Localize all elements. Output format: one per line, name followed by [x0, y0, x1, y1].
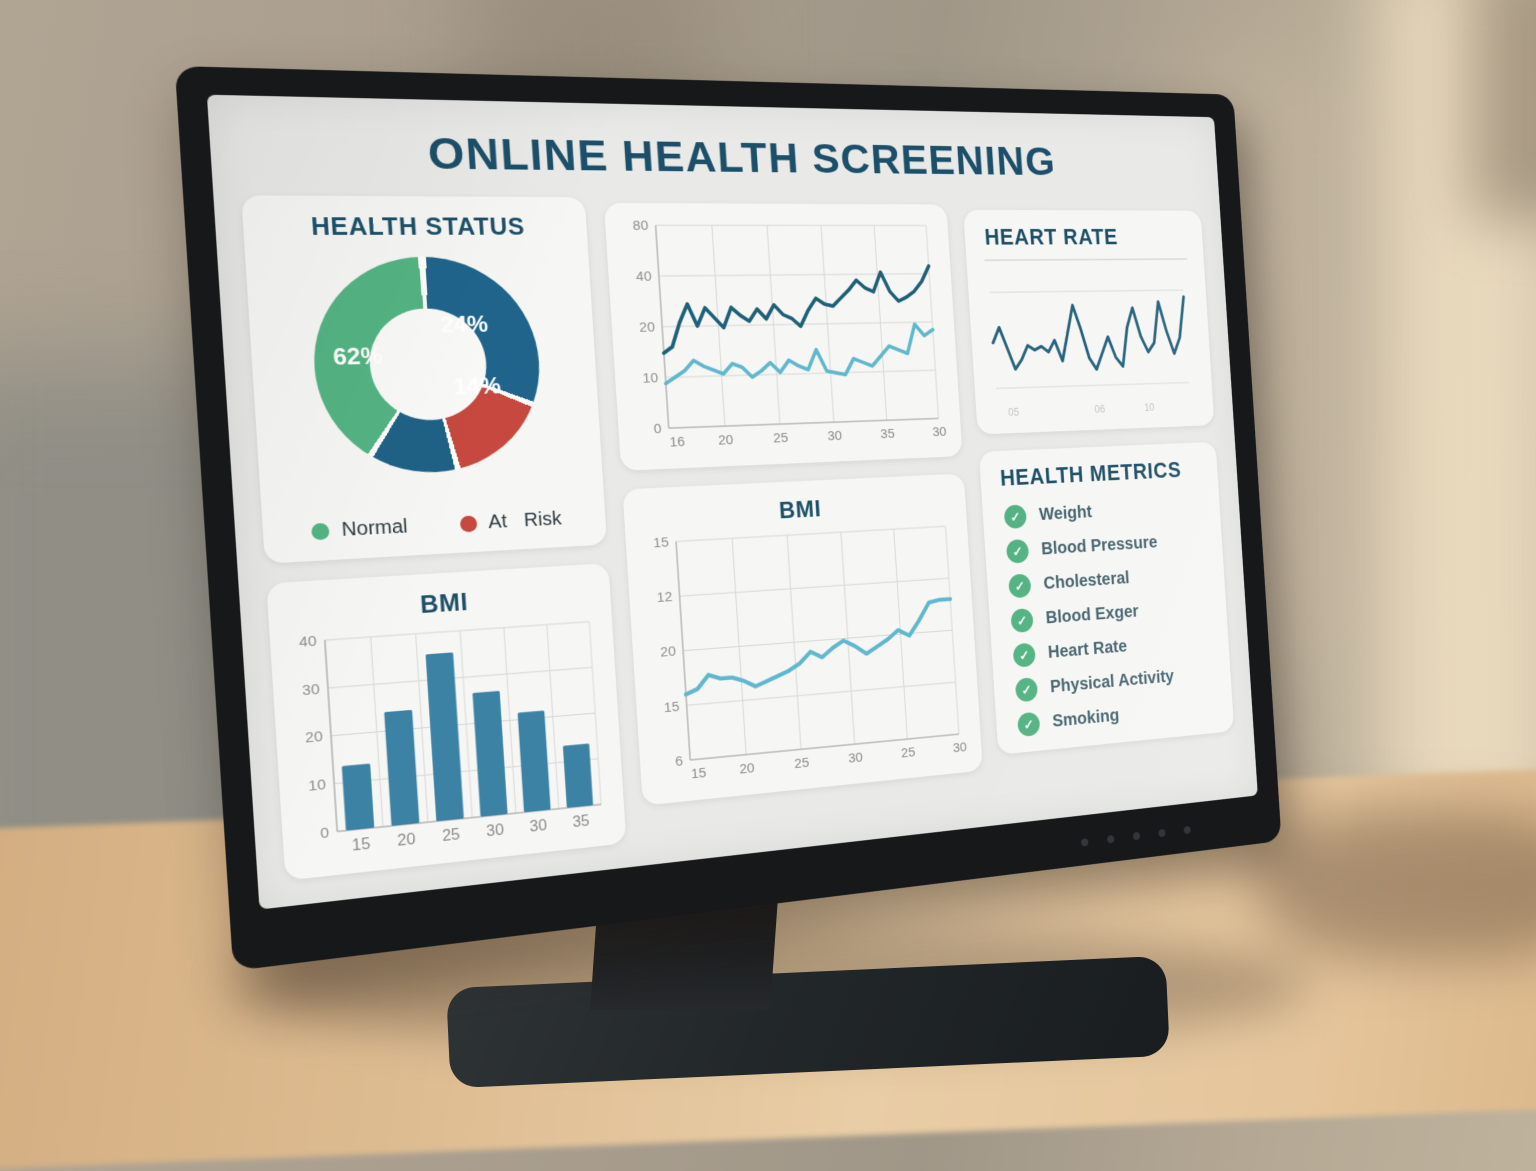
svg-text:10: 10 — [642, 371, 658, 386]
heart-rate-divider — [984, 258, 1187, 261]
heart-rate-title: HEART RATE — [984, 226, 1191, 251]
bmi-line-chart: 15 12 20 15 6 15 20 25 30 25 30 — [640, 517, 969, 791]
svg-text:20: 20 — [739, 761, 755, 777]
legend-item-normal: Normal — [311, 516, 408, 543]
donut-slice-label: 14% — [452, 373, 501, 401]
svg-text:20: 20 — [305, 730, 323, 747]
svg-text:15: 15 — [691, 766, 707, 782]
svg-text:25: 25 — [794, 756, 810, 772]
svg-text:15: 15 — [663, 699, 679, 715]
page-title: ONLINE HEALTH SCREENING — [237, 123, 1199, 186]
svg-text:16: 16 — [669, 435, 685, 450]
bezel-button — [1133, 832, 1140, 840]
health-metrics-list: ✓ Weight ✓ Blood Pressure ✓ Cholesteral ✓ Blood… — [1004, 495, 1219, 737]
donut-wrap: 62% 24% 14% — [307, 256, 545, 477]
check-icon: ✓ — [1013, 643, 1036, 668]
svg-text:15: 15 — [653, 535, 669, 551]
metric-label: Physical Activity — [1050, 667, 1175, 698]
check-icon: ✓ — [1004, 504, 1027, 529]
monitor-bezel: ONLINE HEALTH SCREENING HEALTH STATUS 62… — [175, 66, 1282, 971]
health-status-donut-chart: 62% 24% 14% — [261, 243, 589, 512]
svg-text:25: 25 — [773, 431, 789, 446]
bezel-button — [1158, 829, 1165, 837]
svg-text:30: 30 — [302, 682, 320, 699]
check-icon: ✓ — [1010, 608, 1033, 633]
svg-text:30: 30 — [827, 429, 842, 444]
check-icon: ✓ — [1008, 573, 1031, 598]
vitals-line-chart: 80 40 20 10 0 16 20 25 30 35 30 — [620, 216, 949, 457]
background-window-light — [1378, 0, 1536, 870]
check-icon: ✓ — [1006, 539, 1029, 564]
metric-label: Weight — [1038, 503, 1092, 526]
svg-text:25: 25 — [901, 745, 916, 761]
svg-text:30: 30 — [932, 425, 947, 440]
svg-text:20: 20 — [397, 831, 416, 850]
metric-item: ✓ Smoking — [1017, 695, 1218, 737]
monitor-scene: ONLINE HEALTH SCREENING HEALTH STATUS 62… — [204, 66, 1384, 971]
svg-text:20: 20 — [718, 433, 734, 448]
bezel-buttons — [1081, 826, 1191, 847]
svg-text:35: 35 — [572, 813, 590, 831]
bmi-bar-chart: 40 30 20 10 0 15 20 25 30 30 35 — [286, 610, 610, 865]
svg-text:80: 80 — [632, 219, 648, 234]
donut-legend: Normal At Risk — [279, 507, 591, 545]
metric-label: Blood Exger — [1045, 602, 1139, 629]
metric-label: Cholesteral — [1043, 569, 1130, 595]
donut-slice-label: 62% — [332, 343, 383, 371]
svg-text:15: 15 — [351, 836, 371, 855]
metric-item: ✓ Blood Pressure — [1006, 528, 1208, 563]
bezel-button — [1184, 826, 1191, 834]
svg-text:30: 30 — [486, 822, 505, 840]
check-icon: ✓ — [1017, 712, 1040, 737]
metric-label: Heart Rate — [1047, 637, 1127, 663]
health-dashboard: ONLINE HEALTH SCREENING HEALTH STATUS 62… — [207, 95, 1258, 910]
health-metrics-title: HEALTH METRICS — [999, 457, 1206, 492]
svg-text:10: 10 — [1144, 401, 1155, 413]
svg-text:40: 40 — [636, 269, 652, 284]
svg-text:12: 12 — [656, 590, 672, 606]
svg-text:20: 20 — [639, 320, 655, 335]
check-icon: ✓ — [1015, 677, 1038, 702]
bezel-button — [1081, 838, 1089, 847]
health-metrics-card: HEALTH METRICS ✓ Weight ✓ Blood Pressure ✓ Ch… — [979, 442, 1234, 755]
heart-rate-card: HEART RATE 05 06 10 — [963, 210, 1214, 435]
heart-rate-sparkline: 05 06 10 — [980, 261, 1202, 421]
legend-dot-normal — [311, 523, 330, 541]
metric-item: ✓ Physical Activity — [1015, 662, 1216, 703]
metric-label: Smoking — [1052, 706, 1120, 732]
svg-text:0: 0 — [320, 825, 330, 842]
monitor-screen: ONLINE HEALTH SCREENING HEALTH STATUS 62… — [207, 95, 1258, 910]
bezel-button — [1107, 835, 1115, 844]
legend-dot-at-risk — [459, 515, 477, 532]
legend-label-normal: Normal — [341, 516, 408, 542]
svg-text:05: 05 — [1008, 406, 1020, 419]
metric-item: ✓ Heart Rate — [1013, 628, 1214, 667]
health-status-title: HEALTH STATUS — [259, 213, 572, 242]
svg-text:30: 30 — [848, 750, 863, 766]
svg-text:10: 10 — [308, 777, 326, 795]
metric-item: ✓ Blood Exger — [1010, 595, 1211, 633]
metric-item: ✓ Weight — [1004, 495, 1206, 529]
svg-text:30: 30 — [952, 740, 967, 756]
vitals-line-chart-card: 80 40 20 10 0 16 20 25 30 35 30 — [604, 203, 963, 471]
legend-label-at-risk: At Risk — [488, 508, 563, 534]
metric-label: Blood Pressure — [1041, 533, 1158, 560]
background-window-frame — [1470, 0, 1536, 220]
donut-slice-label: 24% — [440, 311, 489, 339]
monitor-stand-base — [446, 956, 1170, 1089]
svg-text:25: 25 — [442, 827, 461, 845]
svg-text:20: 20 — [660, 645, 676, 661]
legend-item-at-risk: At Risk — [459, 508, 562, 535]
svg-text:30: 30 — [529, 817, 547, 835]
svg-text:35: 35 — [880, 427, 895, 442]
svg-text:40: 40 — [299, 634, 317, 651]
svg-text:0: 0 — [653, 422, 662, 437]
metric-item: ✓ Cholesteral — [1008, 562, 1210, 599]
svg-text:6: 6 — [675, 754, 684, 770]
health-status-card: HEALTH STATUS 62% 24% 14% Normal At Risk — [241, 195, 607, 563]
svg-text:06: 06 — [1094, 403, 1106, 415]
